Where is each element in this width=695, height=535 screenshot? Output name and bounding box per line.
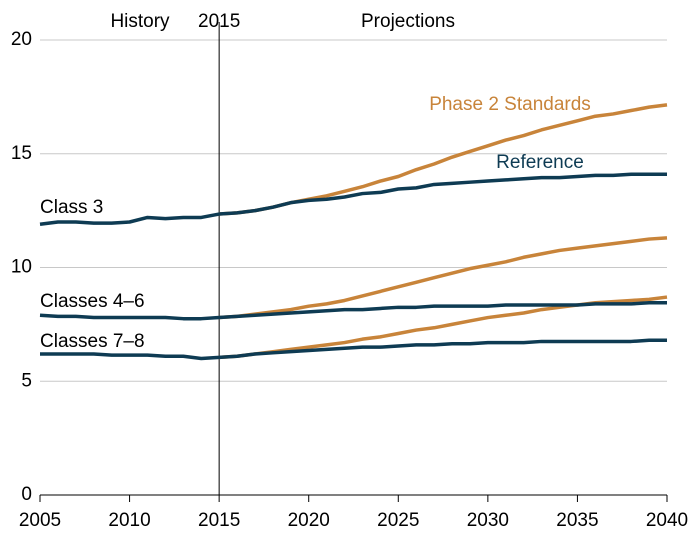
line bbox=[219, 236, 668, 320]
y-tick-label: 15 bbox=[11, 143, 32, 164]
annotation: Classes 4–6 bbox=[40, 291, 145, 312]
y-tick-label: 20 bbox=[11, 29, 32, 50]
y-tick-label: 10 bbox=[11, 257, 32, 278]
annotation: Projections bbox=[361, 11, 455, 32]
x-tick-label: 2020 bbox=[288, 510, 330, 531]
annotation: Phase 2 Standards bbox=[429, 94, 591, 115]
x-tick-label: 2015 bbox=[198, 510, 240, 531]
line bbox=[40, 338, 667, 361]
annotation: History bbox=[110, 11, 170, 32]
x-tick-label: 2035 bbox=[556, 510, 598, 531]
annotation: Reference bbox=[496, 152, 584, 173]
annotation: Classes 7–8 bbox=[40, 331, 145, 352]
line bbox=[219, 103, 668, 216]
x-tick-label: 2040 bbox=[646, 510, 688, 531]
divider-label: 2015 bbox=[198, 11, 240, 32]
x-tick-label: 2005 bbox=[19, 510, 61, 531]
x-tick-label: 2010 bbox=[108, 510, 150, 531]
line bbox=[39, 172, 667, 227]
annotation: Class 3 bbox=[40, 197, 103, 218]
x-tick-label: 2025 bbox=[377, 510, 419, 531]
y-tick-label: 0 bbox=[21, 484, 32, 505]
line bbox=[39, 301, 667, 321]
y-tick-label: 5 bbox=[21, 370, 32, 391]
x-tick-label: 2030 bbox=[467, 510, 509, 531]
